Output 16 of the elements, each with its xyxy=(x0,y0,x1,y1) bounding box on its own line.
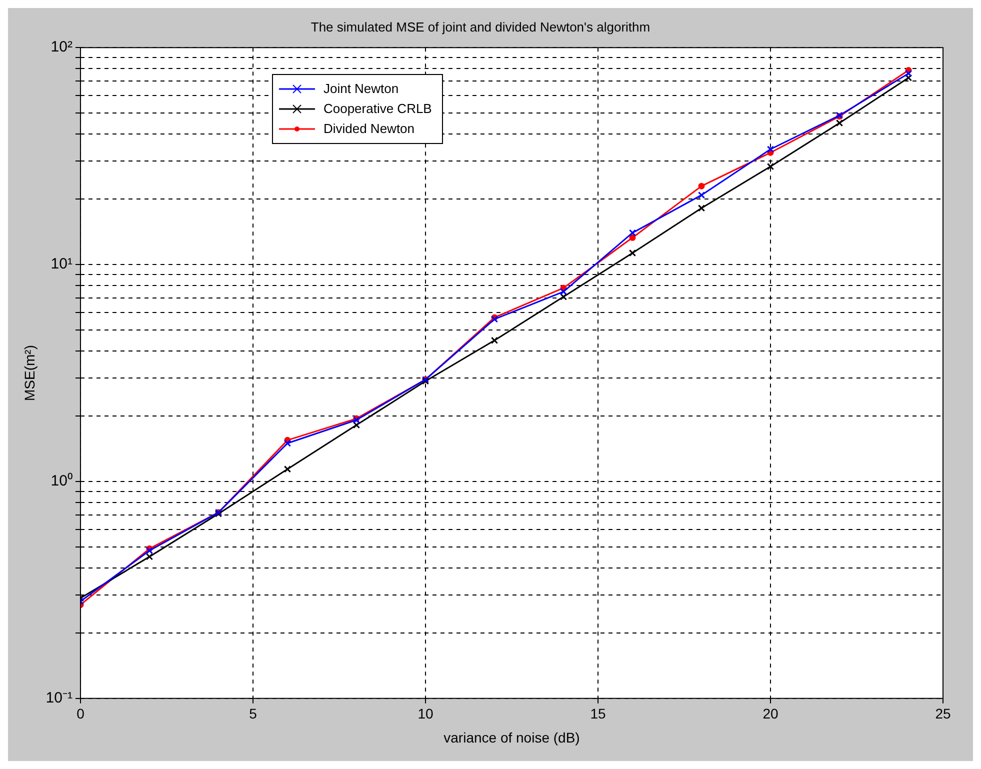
y-tick-label: 10¹ xyxy=(50,256,72,273)
x-tick-label: 15 xyxy=(590,706,606,722)
x-tick-label: 5 xyxy=(249,706,258,722)
x-axis-title: variance of noise (dB) xyxy=(444,729,580,746)
x-tick-label: 0 xyxy=(76,706,85,722)
legend-label: Divided Newton xyxy=(323,121,415,136)
x-tick-label: 10 xyxy=(418,706,434,722)
chart-title: The simulated MSE of joint and divided Newton's algorithm xyxy=(310,19,650,34)
y-axis-title: MSE(m²) xyxy=(21,345,38,401)
y-tick-label: 10⁻¹ xyxy=(46,690,72,707)
x-tick-label: 25 xyxy=(935,706,951,722)
legend-label: Joint Newton xyxy=(323,81,399,96)
x-tick-label: 20 xyxy=(762,706,778,722)
y-tick-label: 10² xyxy=(50,38,72,56)
y-tick-label: 10⁰ xyxy=(50,472,72,490)
legend-label: Cooperative CRLB xyxy=(323,101,432,116)
